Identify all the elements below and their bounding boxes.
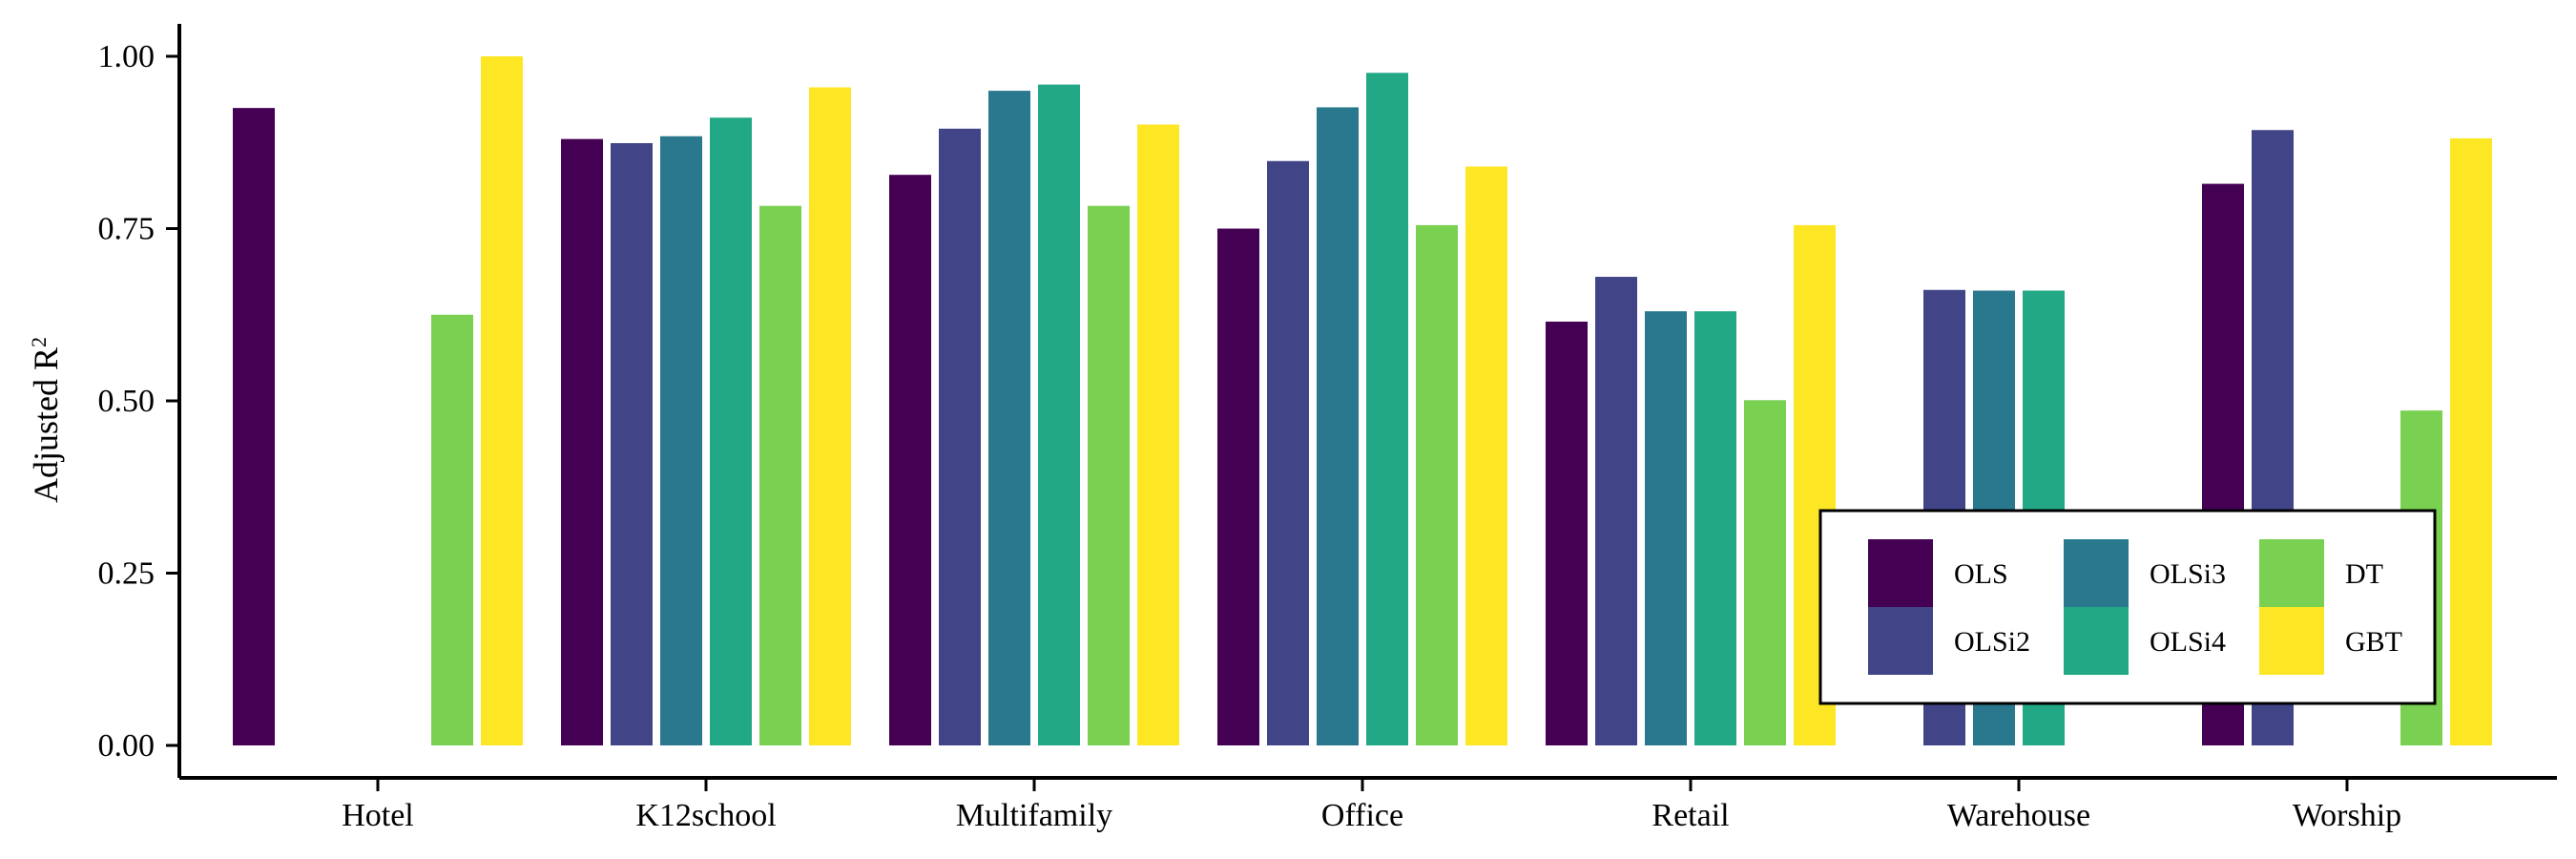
legend-key-gbt (2259, 607, 2324, 675)
bar-ols-hotel (233, 108, 275, 745)
bar-olsi3-k12school (660, 136, 702, 745)
y-axis-title: Adjusted R2 (27, 337, 66, 503)
y-tick-label: 1.00 (98, 39, 156, 74)
bar-ols-multifamily (889, 175, 931, 745)
bar-gbt-multifamily (1137, 124, 1179, 745)
x-tick-label-retail: Retail (1652, 798, 1729, 833)
y-axis-title-superscript: 2 (27, 337, 51, 347)
y-tick-label: 0.00 (98, 728, 156, 764)
bar-ols-office (1217, 228, 1259, 745)
bar-olsi2-multifamily (939, 128, 981, 745)
bar-ols-k12school (561, 138, 603, 745)
y-axis-title-text: Adjusted R (27, 347, 65, 503)
x-tick-label-warehouse: Warehouse (1947, 798, 2090, 833)
bar-olsi2-retail (1595, 277, 1637, 745)
x-tick-label-multifamily: Multifamily (956, 798, 1112, 833)
legend-label-ols: OLS (1954, 558, 2008, 590)
x-tick-label-k12school: K12school (635, 798, 776, 833)
legend-key-ols (1868, 539, 1933, 607)
bar-olsi4-multifamily (1038, 84, 1080, 746)
x-tick-label-office: Office (1321, 798, 1403, 833)
legend-key-olsi3 (2064, 539, 2129, 607)
x-axis-ticks: Hotel K12school Multifamily Office Retail War… (342, 778, 2401, 833)
y-axis-ticks: 0.00 0.25 0.50 0.75 1.00 (98, 39, 179, 764)
bar-dt-multifamily (1088, 205, 1130, 745)
legend-key-olsi2 (1868, 607, 1933, 675)
y-tick-label: 0.25 (98, 556, 156, 592)
bar-dt-retail (1744, 400, 1786, 745)
bar-olsi2-k12school (611, 142, 653, 746)
bar-olsi4-retail (1694, 311, 1736, 745)
legend-label-dt: DT (2345, 558, 2383, 590)
bar-ols-retail (1546, 321, 1588, 745)
bar-olsi3-office (1317, 107, 1359, 746)
legend-label-gbt: GBT (2345, 626, 2402, 658)
bar-gbt-k12school (809, 87, 851, 746)
bar-gbt-worship (2450, 137, 2492, 746)
legend-key-olsi4 (2064, 607, 2129, 675)
x-tick-label-worship: Worship (2293, 798, 2401, 833)
bar-gbt-office (1465, 166, 1507, 745)
legend-label-olsi3: OLSi3 (2150, 558, 2226, 590)
legend: OLS OLSi2 OLSi3 OLSi4 DT GBT (1818, 509, 2437, 705)
bar-dt-office (1416, 224, 1458, 745)
bar-olsi2-office (1267, 160, 1309, 745)
bar-olsi3-multifamily (988, 91, 1030, 746)
bar-olsi4-k12school (710, 117, 752, 746)
x-tick-label-hotel: Hotel (342, 798, 414, 833)
bar-gbt-hotel (481, 56, 523, 745)
bar-olsi3-retail (1645, 311, 1687, 745)
y-tick-label: 0.75 (98, 212, 156, 247)
legend-key-dt (2259, 539, 2324, 607)
bar-dt-hotel (431, 314, 473, 745)
bar-dt-k12school (759, 205, 801, 745)
legend-label-olsi2: OLSi2 (1954, 626, 2030, 658)
y-tick-label: 0.50 (98, 384, 156, 419)
bar-olsi4-office (1366, 73, 1408, 745)
legend-label-olsi4: OLSi4 (2150, 626, 2226, 658)
